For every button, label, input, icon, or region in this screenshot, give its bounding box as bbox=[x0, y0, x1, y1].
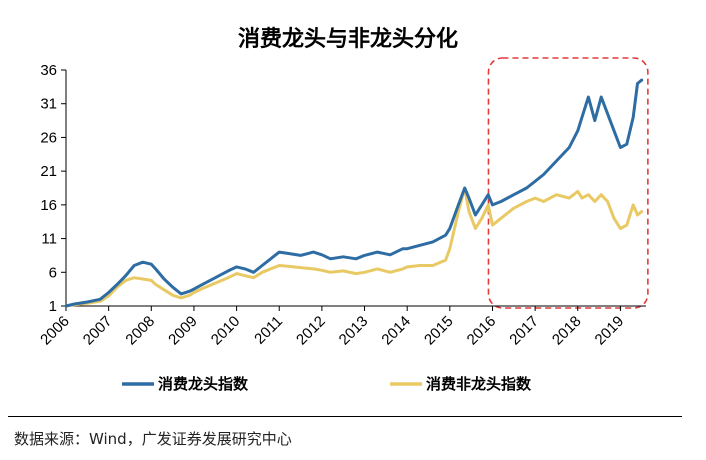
y-tick-label: 21 bbox=[40, 163, 57, 180]
x-tick-label: 2014 bbox=[378, 313, 414, 349]
series-line bbox=[64, 186, 644, 308]
legend-label: 消费非龙头指数 bbox=[426, 375, 532, 393]
y-tick-label: 11 bbox=[41, 231, 57, 248]
source-note: 数据来源：Wind，广发证券发展研究中心 bbox=[14, 430, 292, 448]
y-tick-label: 16 bbox=[40, 197, 57, 214]
x-tick-label: 2019 bbox=[592, 313, 628, 349]
x-tick-label: 2008 bbox=[123, 313, 159, 349]
x-tick-label: 2007 bbox=[80, 313, 116, 349]
legend: 消费龙头指数 消费非龙头指数 bbox=[122, 375, 532, 393]
y-tick-label: 36 bbox=[40, 62, 57, 79]
x-tick-label: 2006 bbox=[37, 313, 73, 349]
highlight-box bbox=[487, 57, 649, 309]
source-divider bbox=[8, 416, 682, 417]
y-tick-label: 31 bbox=[40, 96, 57, 113]
highlight-region bbox=[487, 57, 649, 309]
x-tick-label: 2018 bbox=[549, 313, 585, 349]
x-tick-label: 2013 bbox=[336, 313, 372, 349]
x-tick-label: 2010 bbox=[208, 313, 244, 349]
y-tick-label: 6 bbox=[49, 264, 57, 281]
x-tick-label: 2017 bbox=[506, 313, 542, 349]
legend-label: 消费龙头指数 bbox=[158, 375, 249, 393]
x-tick-label: 2011 bbox=[251, 313, 286, 348]
x-tick-label: 2012 bbox=[293, 313, 329, 349]
series-layer bbox=[64, 78, 644, 308]
y-tick-label: 1 bbox=[49, 298, 57, 315]
y-tick-label: 26 bbox=[40, 129, 57, 146]
series-line bbox=[64, 78, 644, 308]
chart-title: 消费龙头与非龙头分化 bbox=[238, 26, 458, 52]
x-tick-label: 2016 bbox=[464, 313, 500, 349]
x-tick-label: 2009 bbox=[165, 313, 201, 349]
x-tick-label: 2015 bbox=[421, 313, 457, 349]
